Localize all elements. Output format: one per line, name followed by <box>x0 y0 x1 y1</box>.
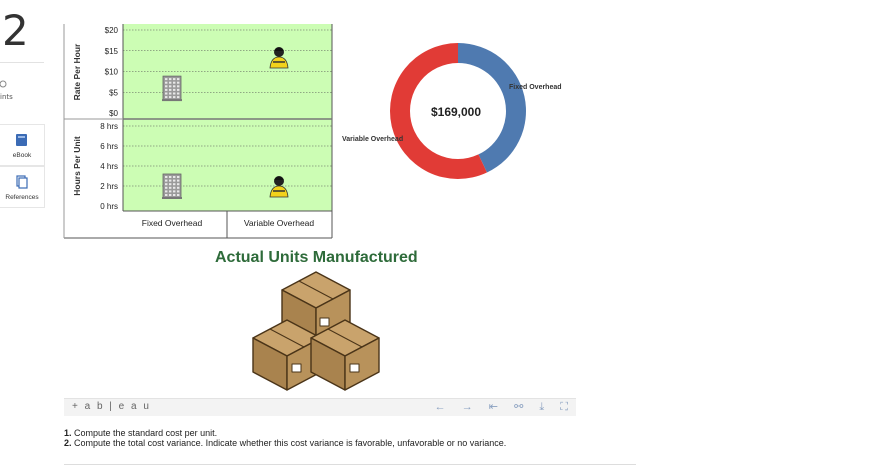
hours-tick-label: 8 hrs <box>100 122 118 131</box>
points-icon <box>0 80 7 88</box>
points-panel: ints <box>0 62 44 115</box>
instruction-2: 2. Compute the total cost variance. Indi… <box>64 438 507 448</box>
rate-tick-label: $10 <box>105 68 119 77</box>
rate-tick-label: $15 <box>105 47 119 56</box>
download-icon[interactable]: ⤓ <box>539 401 545 413</box>
rate-tick-label: $20 <box>105 26 119 35</box>
revert-icon[interactable]: ⇤ <box>488 401 499 413</box>
redo-icon[interactable]: → <box>461 401 473 413</box>
references-button[interactable]: References <box>0 166 45 208</box>
fullscreen-icon[interactable]: ⛶ <box>560 401 568 413</box>
donut-total: $169,000 <box>431 105 481 119</box>
category-label-fixed: Fixed Overhead <box>142 218 203 228</box>
bottom-divider <box>64 464 636 465</box>
hours-mark-fixed[interactable] <box>162 173 182 199</box>
hours-tick-label: 2 hrs <box>100 182 118 191</box>
hours-plot-area <box>123 119 332 211</box>
instruction-1: 1. Compute the standard cost per unit. <box>64 428 218 438</box>
units-title: Actual Units Manufactured <box>215 249 418 266</box>
references-label: References <box>5 194 39 201</box>
points-label: ints <box>0 93 13 101</box>
overhead-donut <box>390 43 527 179</box>
question-number: 2 <box>2 6 29 55</box>
ebook-label: eBook <box>12 152 32 159</box>
category-label-variable: Variable Overhead <box>244 218 315 228</box>
donut-label-fixed: Fixed Overhead <box>509 84 562 91</box>
references-icon <box>16 175 28 189</box>
rate-mark-variable[interactable] <box>269 46 289 69</box>
hours-tick-label: 0 hrs <box>100 202 118 211</box>
donut-slice-fixed[interactable] <box>458 43 527 173</box>
hours-tick-label: 4 hrs <box>100 162 118 171</box>
tableau-toolbar: + a b | e a u ← → ⇤ ⚯ ⤓ ⛶ <box>64 398 576 416</box>
ebook-button[interactable]: eBook <box>0 124 45 166</box>
rate-tick-label: $0 <box>109 109 118 118</box>
toolbar-tools: ← → ⇤ ⚯ ⤓ ⛶ <box>428 400 568 414</box>
share-icon[interactable]: ⚯ <box>514 401 524 413</box>
ebook-icon <box>16 134 27 146</box>
rate-tick-label: $5 <box>109 88 118 97</box>
hours-axis-label: Hours Per Unit <box>72 136 82 196</box>
hours-mark-variable[interactable] <box>269 176 289 198</box>
tableau-logo: + a b | e a u <box>72 401 151 412</box>
hours-tick-label: 6 hrs <box>100 142 118 151</box>
rate-axis-label: Rate Per Hour <box>72 43 82 100</box>
undo-icon[interactable]: ← <box>434 401 446 413</box>
boxes-illustration <box>252 271 380 391</box>
donut-label-variable: Variable Overhead <box>342 136 403 143</box>
rate-mark-fixed[interactable] <box>162 75 182 102</box>
donut-slice-variable[interactable] <box>390 43 487 179</box>
instructions: 1. Compute the standard cost per unit. 2… <box>64 428 506 448</box>
